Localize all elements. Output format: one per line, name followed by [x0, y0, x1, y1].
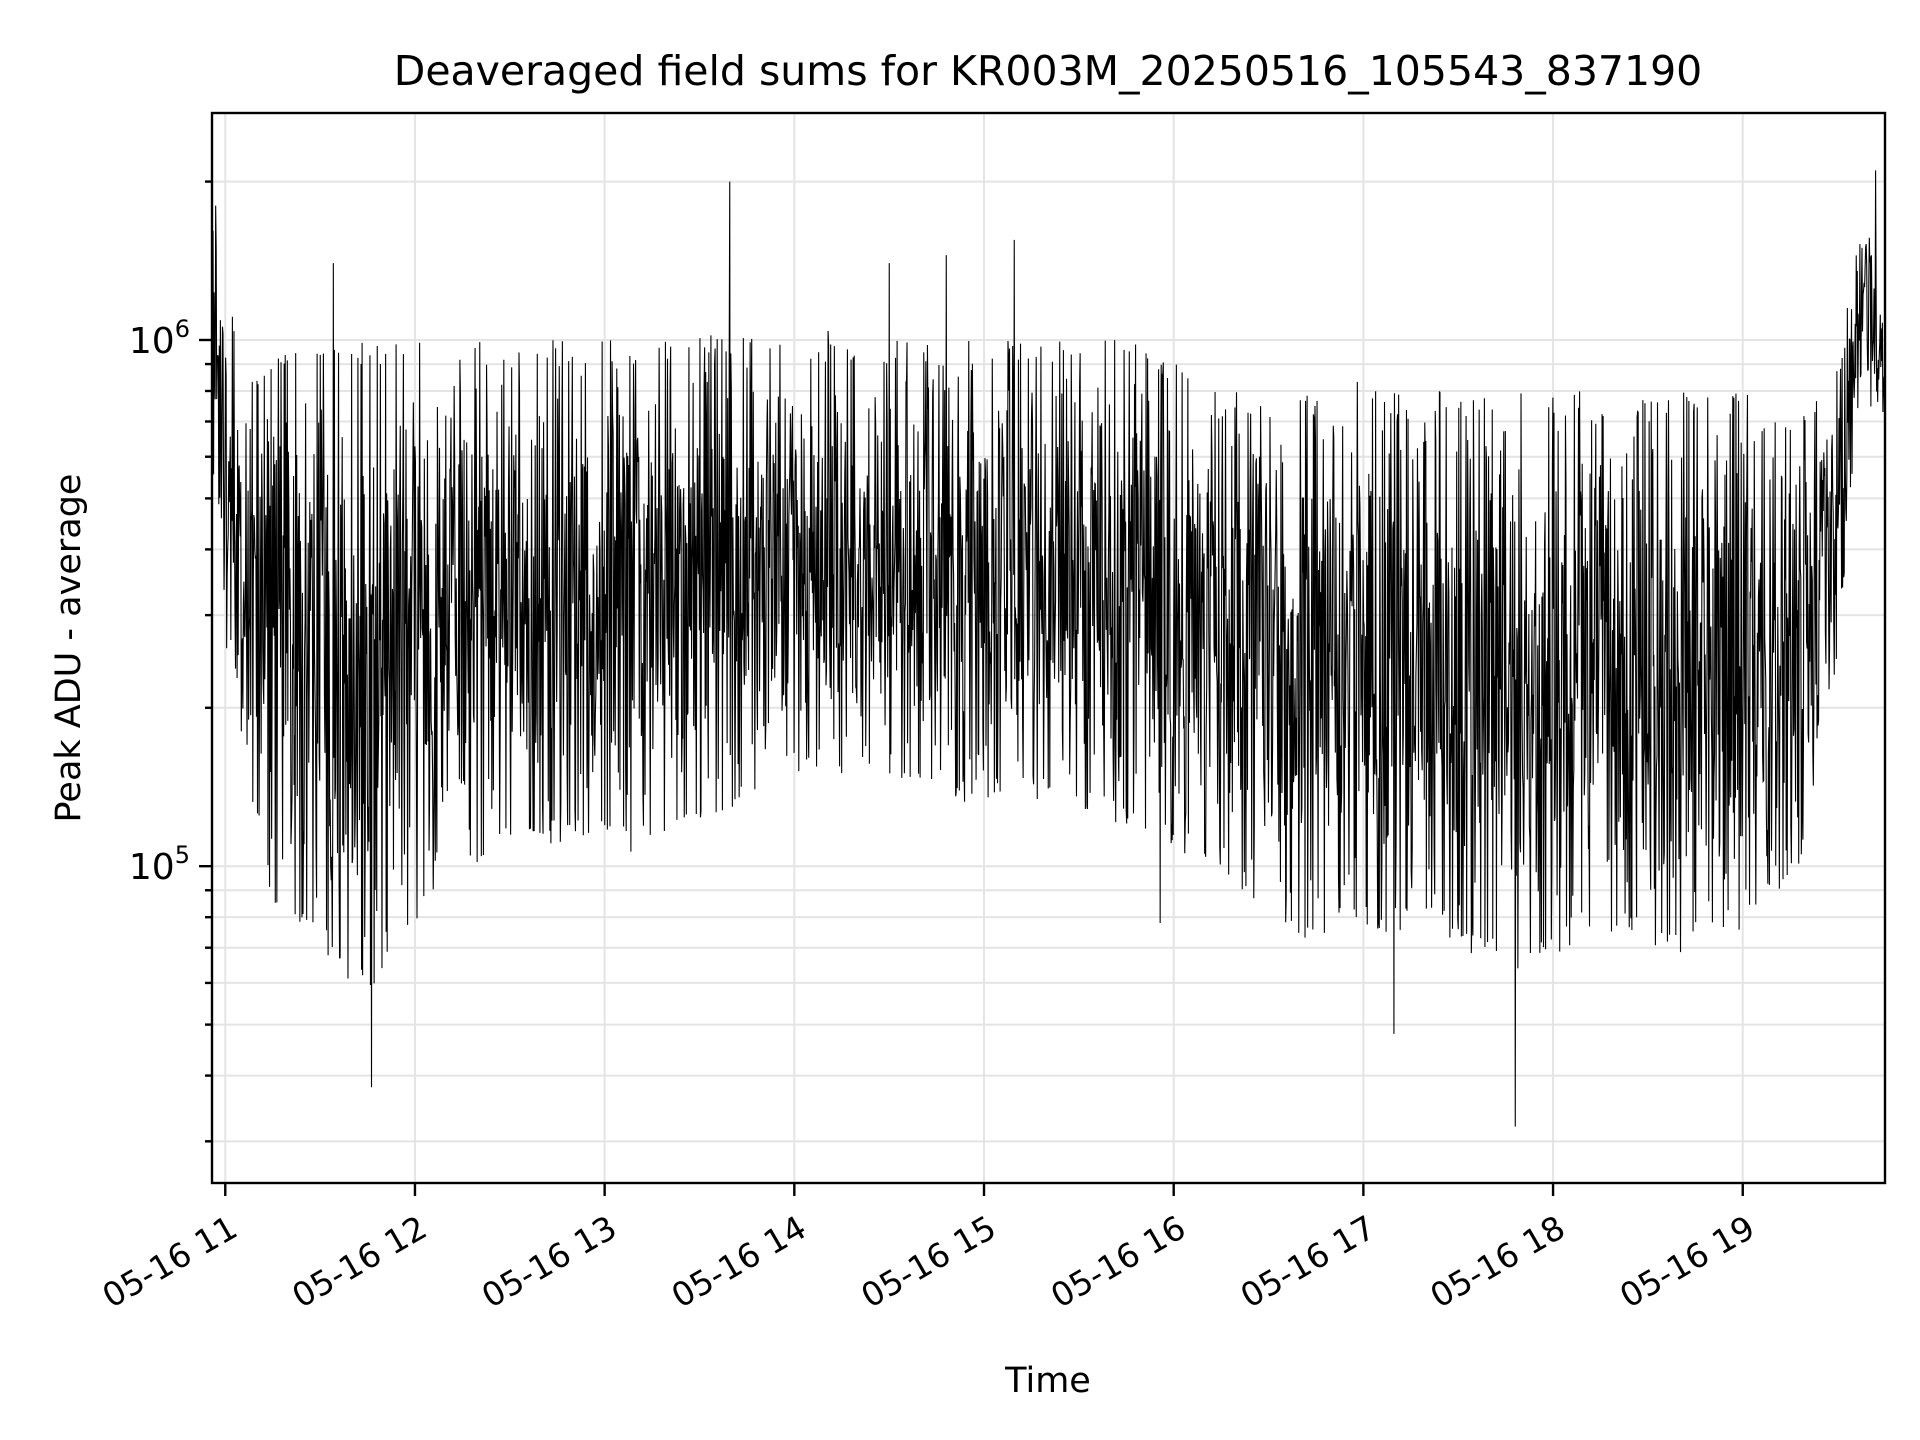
y-tick-label: 105 [129, 841, 190, 888]
plot-frame [210, 111, 1887, 1185]
y-axis-label: Peak ADU - average [49, 474, 89, 823]
series-line [212, 170, 1885, 1127]
y-axis: 105 106 [129, 180, 212, 1143]
data-series [212, 170, 1885, 1127]
chart-title: Deaveraged field sums for KR003M_2025051… [394, 47, 1703, 95]
y-tick-label: 106 [129, 315, 190, 362]
x-axis-label: Time [1004, 1361, 1091, 1401]
